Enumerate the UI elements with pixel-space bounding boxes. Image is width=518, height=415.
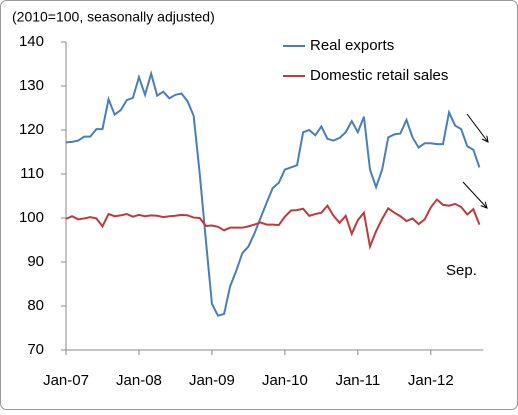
- arrow: [462, 181, 487, 208]
- y-tick-label: 110: [20, 165, 44, 182]
- chart-subtitle: (2010=100, seasonally adjusted): [12, 9, 215, 25]
- y-tick-label: 130: [19, 77, 44, 94]
- legend-label: Domestic retail sales: [310, 67, 448, 84]
- x-tick-label: Jan-11: [335, 372, 380, 389]
- y-tick-label: 80: [27, 297, 44, 314]
- y-tick-label: 100: [19, 209, 44, 226]
- arrow: [466, 113, 488, 142]
- x-tick-label: Jan-09: [189, 372, 235, 389]
- y-tick-label: 140: [19, 33, 44, 50]
- x-tick-label: Jan-08: [116, 372, 162, 389]
- series-line: [65, 198, 481, 251]
- series-line: [65, 69, 481, 317]
- x-tick-label: Jan-10: [262, 372, 308, 389]
- legend-label: Real exports: [310, 37, 394, 54]
- x-tick-label: Jan-12: [408, 372, 454, 389]
- y-tick-label: 70: [27, 341, 44, 358]
- annotation: Sep.: [446, 262, 477, 279]
- y-tick-label: 120: [19, 121, 44, 138]
- x-tick-label: Jan-07: [43, 372, 89, 389]
- y-tick-label: 90: [27, 253, 44, 270]
